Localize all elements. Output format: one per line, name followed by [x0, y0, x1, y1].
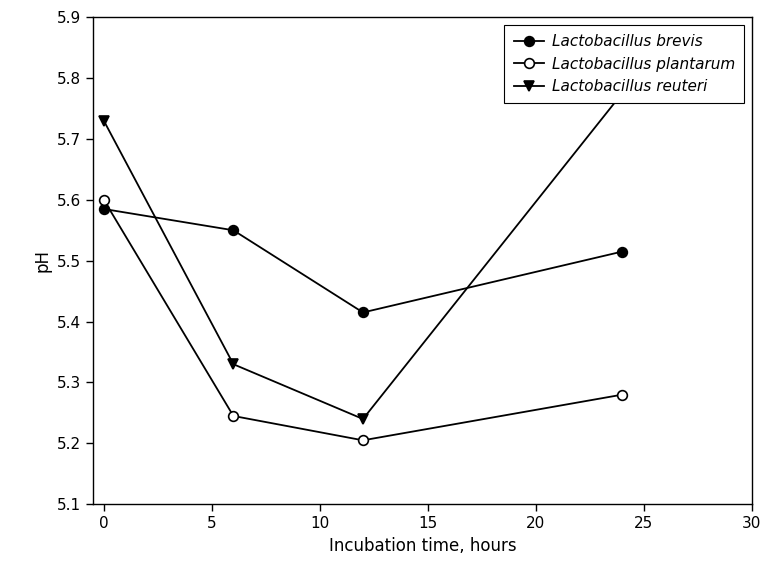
- Lactobacillus brevis: [618, 248, 627, 255]
- Line: Lactobacillus plantarum: Lactobacillus plantarum: [99, 195, 627, 445]
- Line: Lactobacillus brevis: Lactobacillus brevis: [99, 204, 627, 317]
- Y-axis label: pH: pH: [33, 249, 51, 272]
- Lactobacillus plantarum: [229, 413, 238, 419]
- Lactobacillus reuteri: [358, 415, 367, 422]
- Lactobacillus reuteri: [618, 90, 627, 97]
- Lactobacillus plantarum: [99, 197, 109, 203]
- Lactobacillus brevis: [99, 206, 109, 213]
- X-axis label: Incubation time, hours: Incubation time, hours: [329, 536, 516, 555]
- Lactobacillus plantarum: [358, 437, 367, 444]
- Legend: Lactobacillus brevis, Lactobacillus plantarum, Lactobacillus reuteri: Lactobacillus brevis, Lactobacillus plan…: [505, 25, 744, 104]
- Lactobacillus reuteri: [229, 361, 238, 368]
- Line: Lactobacillus reuteri: Lactobacillus reuteri: [99, 88, 627, 424]
- Lactobacillus brevis: [229, 227, 238, 234]
- Lactobacillus reuteri: [99, 117, 109, 124]
- Lactobacillus brevis: [358, 309, 367, 316]
- Lactobacillus plantarum: [618, 391, 627, 398]
